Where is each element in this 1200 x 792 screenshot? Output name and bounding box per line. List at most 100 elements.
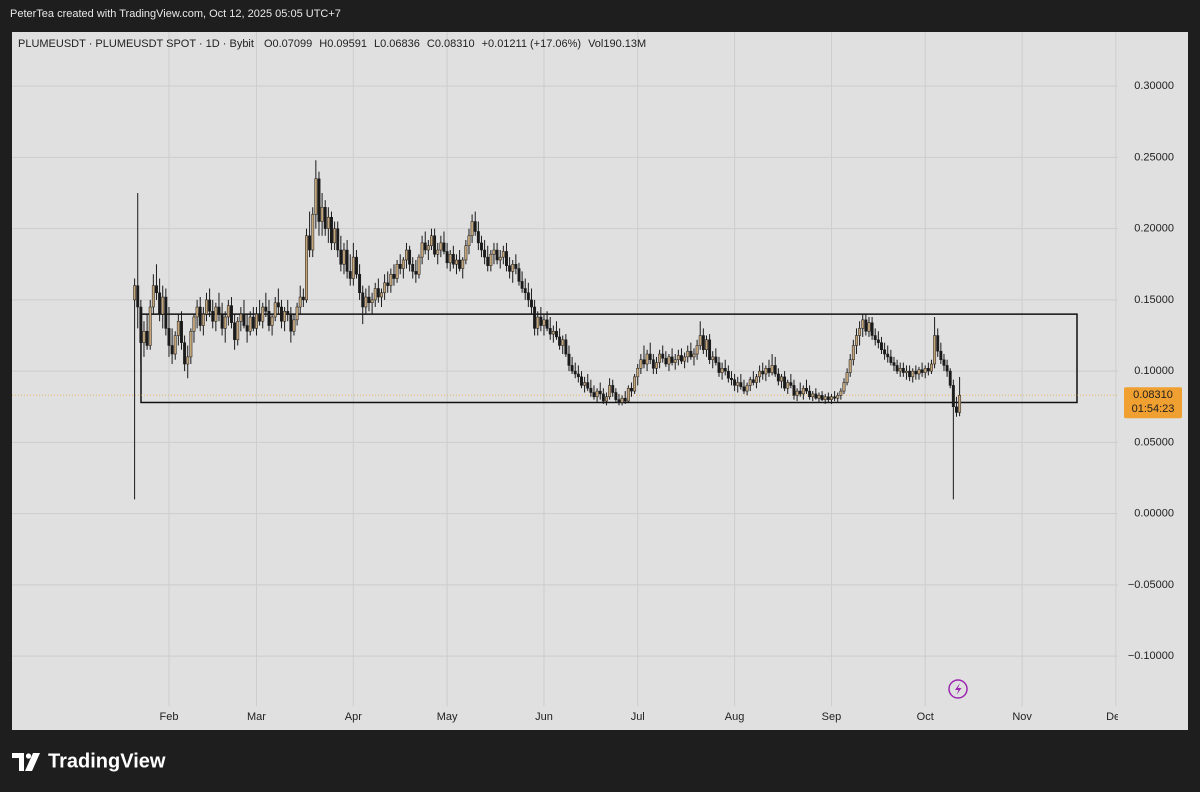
candle-body bbox=[286, 311, 290, 315]
candle-body bbox=[845, 372, 849, 383]
candle-body bbox=[498, 256, 502, 261]
candle-body bbox=[142, 330, 146, 343]
candle-body bbox=[405, 249, 408, 261]
candle-body bbox=[855, 335, 858, 346]
candle-body bbox=[645, 353, 649, 365]
candle-body bbox=[233, 322, 237, 341]
candle-body bbox=[726, 370, 730, 379]
candle-body bbox=[230, 305, 233, 323]
candle-body bbox=[283, 311, 287, 322]
candle-body bbox=[814, 393, 818, 399]
candle-body bbox=[264, 306, 268, 312]
candle-body bbox=[273, 302, 277, 318]
candle-body bbox=[145, 330, 149, 346]
candle-body bbox=[664, 358, 668, 365]
candle-body bbox=[339, 249, 343, 265]
candle-body bbox=[848, 359, 852, 373]
candle-body bbox=[198, 306, 202, 326]
candle-body bbox=[517, 268, 521, 282]
candle-body bbox=[808, 390, 812, 398]
price-label-box bbox=[1124, 387, 1182, 419]
candle-body bbox=[586, 382, 590, 389]
candle-body bbox=[183, 342, 187, 365]
candle-body bbox=[670, 356, 674, 363]
candle-body bbox=[464, 245, 468, 261]
candle-body bbox=[780, 376, 783, 382]
candle-body bbox=[742, 386, 746, 392]
candle-body bbox=[811, 393, 815, 398]
candle-body bbox=[433, 235, 437, 255]
candle-body bbox=[526, 292, 530, 301]
y-tick-label: 0.00000 bbox=[1134, 508, 1174, 520]
legend-value: +0.01211 (+17.06%) bbox=[482, 38, 581, 50]
candle-body bbox=[714, 356, 718, 363]
candle-body bbox=[133, 285, 137, 301]
candle-body bbox=[905, 370, 908, 373]
y-tick-label: −0.10000 bbox=[1128, 650, 1174, 662]
symbol: PLUMEUSDT · PLUMEUSDT SPOT · 1D · Bybit bbox=[18, 38, 254, 50]
brand-logo: TradingView bbox=[12, 750, 166, 772]
candle-body bbox=[355, 256, 358, 275]
candle-body bbox=[711, 356, 715, 360]
candle-body bbox=[395, 264, 399, 279]
candle-body bbox=[761, 370, 765, 375]
candle-body bbox=[417, 256, 421, 275]
candle-body bbox=[261, 306, 265, 322]
candle-body bbox=[411, 264, 415, 272]
candle-body bbox=[473, 221, 477, 232]
candle-body bbox=[423, 242, 427, 251]
x-tick-label: Dec bbox=[1106, 711, 1126, 723]
candle-body bbox=[492, 249, 496, 255]
candle-body bbox=[764, 368, 768, 375]
candle-body bbox=[523, 288, 527, 294]
candle-body bbox=[430, 235, 433, 246]
credit: PeterTea created with TradingView.com, O… bbox=[10, 8, 341, 20]
candle-body bbox=[345, 249, 349, 272]
x-tick-label: Feb bbox=[159, 711, 178, 723]
candle-body bbox=[901, 368, 905, 373]
candle-body bbox=[486, 256, 490, 266]
legend-value: O0.07099 bbox=[264, 38, 312, 50]
candle-body bbox=[758, 370, 762, 378]
candle-body bbox=[939, 350, 943, 360]
candle-body bbox=[223, 316, 227, 329]
candle-body bbox=[414, 271, 418, 275]
x-tick-label: Jun bbox=[535, 711, 553, 723]
candle-body bbox=[786, 382, 790, 389]
candle-body bbox=[201, 313, 205, 326]
candle-body bbox=[820, 395, 824, 400]
candle-body bbox=[783, 376, 787, 389]
plot-background bbox=[12, 32, 1188, 730]
candle-body bbox=[508, 265, 512, 272]
candle-body bbox=[839, 390, 843, 396]
candle-body bbox=[505, 251, 508, 266]
candle-body bbox=[326, 216, 330, 229]
candle-body bbox=[451, 254, 455, 265]
candle-body bbox=[276, 302, 280, 308]
candle-body bbox=[708, 339, 712, 360]
candle-body bbox=[908, 370, 912, 378]
candle-body bbox=[911, 370, 915, 378]
candles bbox=[12, 160, 1118, 500]
candle-body bbox=[214, 306, 218, 322]
x-tick-label: May bbox=[437, 711, 458, 723]
legend-value: H0.09591 bbox=[319, 38, 367, 50]
candle-body bbox=[192, 316, 196, 332]
candle-body bbox=[195, 306, 199, 318]
x-tick-label: Oct bbox=[917, 711, 934, 723]
candle-body bbox=[255, 313, 258, 329]
candle-body bbox=[667, 356, 671, 365]
candle-body bbox=[926, 368, 930, 372]
candle-body bbox=[383, 282, 387, 294]
candle-body bbox=[164, 296, 168, 329]
candle-body bbox=[826, 396, 830, 400]
candle-body bbox=[801, 387, 805, 395]
candle-body bbox=[633, 376, 637, 392]
candle-body bbox=[795, 390, 799, 396]
candle-body bbox=[945, 365, 949, 372]
candle-body bbox=[298, 296, 302, 308]
candle-body bbox=[658, 353, 662, 363]
x-axis: Feb Mar Apr May Jun Jul Aug Sep Oct Nov Dec bbox=[159, 711, 1126, 723]
candle-body bbox=[614, 392, 618, 400]
candle-body bbox=[386, 282, 390, 286]
